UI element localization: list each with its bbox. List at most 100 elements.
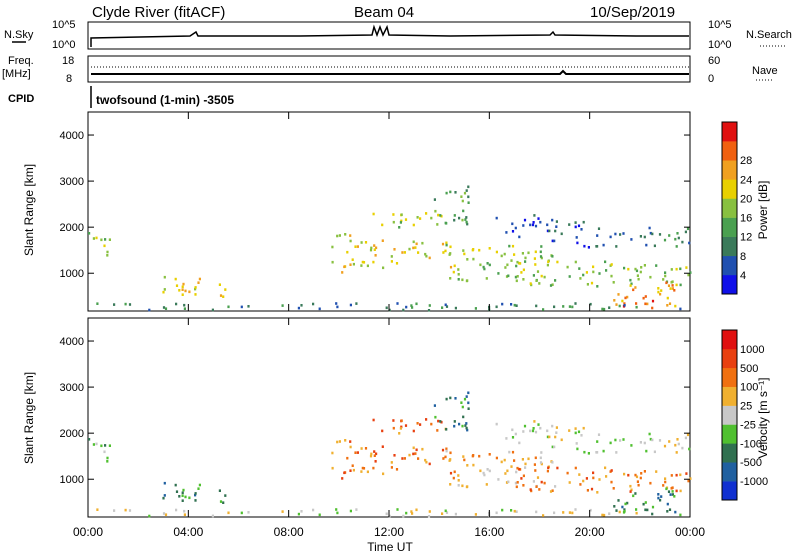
- echo-cell: [336, 511, 339, 515]
- echo-cell: [183, 307, 186, 310]
- echo-cell: [571, 511, 574, 515]
- echo-cell: [472, 454, 475, 457]
- echo-cell: [510, 259, 513, 262]
- echo-cell: [554, 229, 557, 233]
- echo-cell: [457, 278, 460, 281]
- echo-cell: [194, 286, 197, 289]
- echo-cell: [412, 446, 415, 450]
- echo-cell: [488, 247, 491, 250]
- echo-cell: [361, 466, 364, 470]
- nave-label: Nave: [752, 65, 778, 77]
- echo-cell: [671, 287, 674, 290]
- nsearch-tick-top: 10^5: [708, 19, 732, 31]
- y-tick-label: 3000: [60, 382, 84, 394]
- echo-cell: [513, 303, 516, 307]
- echo-cell: [651, 512, 654, 516]
- echo-cell: [635, 511, 638, 515]
- echo-cell: [454, 397, 457, 400]
- echo-cell: [338, 440, 341, 443]
- echo-cell: [482, 265, 485, 269]
- echo-cell: [95, 442, 98, 446]
- echo-cell: [635, 508, 638, 511]
- echo-cell: [393, 454, 396, 457]
- echo-cell: [474, 307, 477, 310]
- echo-cell: [504, 266, 507, 269]
- echo-cell: [667, 284, 671, 287]
- echo-cell: [415, 448, 418, 452]
- echo-cell: [352, 262, 355, 266]
- echo-cell: [505, 437, 508, 440]
- echo-cell: [568, 275, 571, 278]
- echo-cell: [194, 287, 197, 291]
- echo-cell: [668, 234, 671, 237]
- echo-cell: [551, 424, 554, 428]
- echo-cell: [415, 508, 418, 512]
- echo-cell: [687, 273, 690, 277]
- power-plot-frame: [87, 111, 691, 312]
- echo-cell: [671, 490, 674, 493]
- echo-cell: [671, 486, 674, 489]
- echo-cell: [617, 499, 620, 502]
- nsky-panel: [87, 21, 691, 50]
- echo-cell: [551, 218, 554, 222]
- echo-cell: [445, 397, 448, 401]
- echo-cell: [664, 271, 667, 274]
- freq-tick-top: 18: [62, 55, 74, 67]
- echo-cell: [369, 454, 373, 458]
- echo-cell: [501, 302, 504, 306]
- echo-cell: [524, 256, 527, 260]
- echo-cell: [536, 270, 540, 273]
- colorbar-swatch: [722, 217, 737, 237]
- echo-cell: [396, 302, 399, 305]
- echo-cell: [649, 275, 652, 279]
- echo-cell: [651, 438, 654, 442]
- colorbar-frame: [721, 329, 738, 501]
- echo-cell: [527, 251, 530, 255]
- echo-cell: [416, 422, 419, 425]
- echo-cell: [441, 242, 445, 246]
- echo-cell: [601, 513, 604, 517]
- echo-cell: [675, 283, 678, 287]
- echo-cell: [336, 440, 339, 444]
- echo-cell: [677, 442, 680, 446]
- echo-cell: [560, 232, 563, 236]
- power-colorbar: 4 8 12 16 20 24 28: [721, 121, 752, 295]
- echo-cell: [674, 443, 677, 447]
- echo-cell: [657, 493, 660, 496]
- echo-cell: [602, 243, 605, 247]
- echo-cell: [331, 245, 334, 249]
- echo-cell: [375, 246, 378, 250]
- echo-cell: [219, 500, 223, 503]
- echo-cell: [582, 479, 585, 483]
- echo-cell: [657, 496, 660, 500]
- echo-cell: [175, 302, 178, 306]
- echo-cell: [453, 424, 456, 428]
- echo-cell: [506, 469, 509, 473]
- echo-cell: [688, 241, 691, 245]
- echo-cell: [640, 266, 643, 269]
- echo-cell: [497, 478, 500, 481]
- echo-cell: [657, 290, 660, 294]
- echo-cell: [385, 306, 388, 310]
- echo-cell: [622, 438, 625, 441]
- echo-cell: [507, 274, 510, 278]
- echo-cell: [183, 513, 186, 516]
- echo-cell: [336, 305, 339, 309]
- power-panel: 1000 2000 3000 4000: [60, 111, 692, 312]
- echo-cell: [457, 268, 460, 271]
- station-title: Clyde River (fitACF): [92, 4, 225, 21]
- echo-cell: [511, 244, 515, 248]
- velocity-colorbar-tick: 1000: [740, 344, 764, 356]
- x-axis-label: Time UT: [367, 540, 413, 554]
- echo-cell: [515, 485, 518, 489]
- echo-cell: [92, 237, 95, 240]
- echo-cell: [178, 495, 181, 498]
- echo-cell: [197, 487, 200, 490]
- echo-cell: [601, 307, 604, 311]
- echo-cell: [665, 487, 668, 491]
- echo-cell: [522, 278, 525, 281]
- x-tick-label: 00:00: [675, 525, 705, 539]
- velocity-colorbar-tick: 500: [740, 363, 758, 375]
- echo-cell: [449, 451, 452, 455]
- echo-cell: [635, 475, 639, 479]
